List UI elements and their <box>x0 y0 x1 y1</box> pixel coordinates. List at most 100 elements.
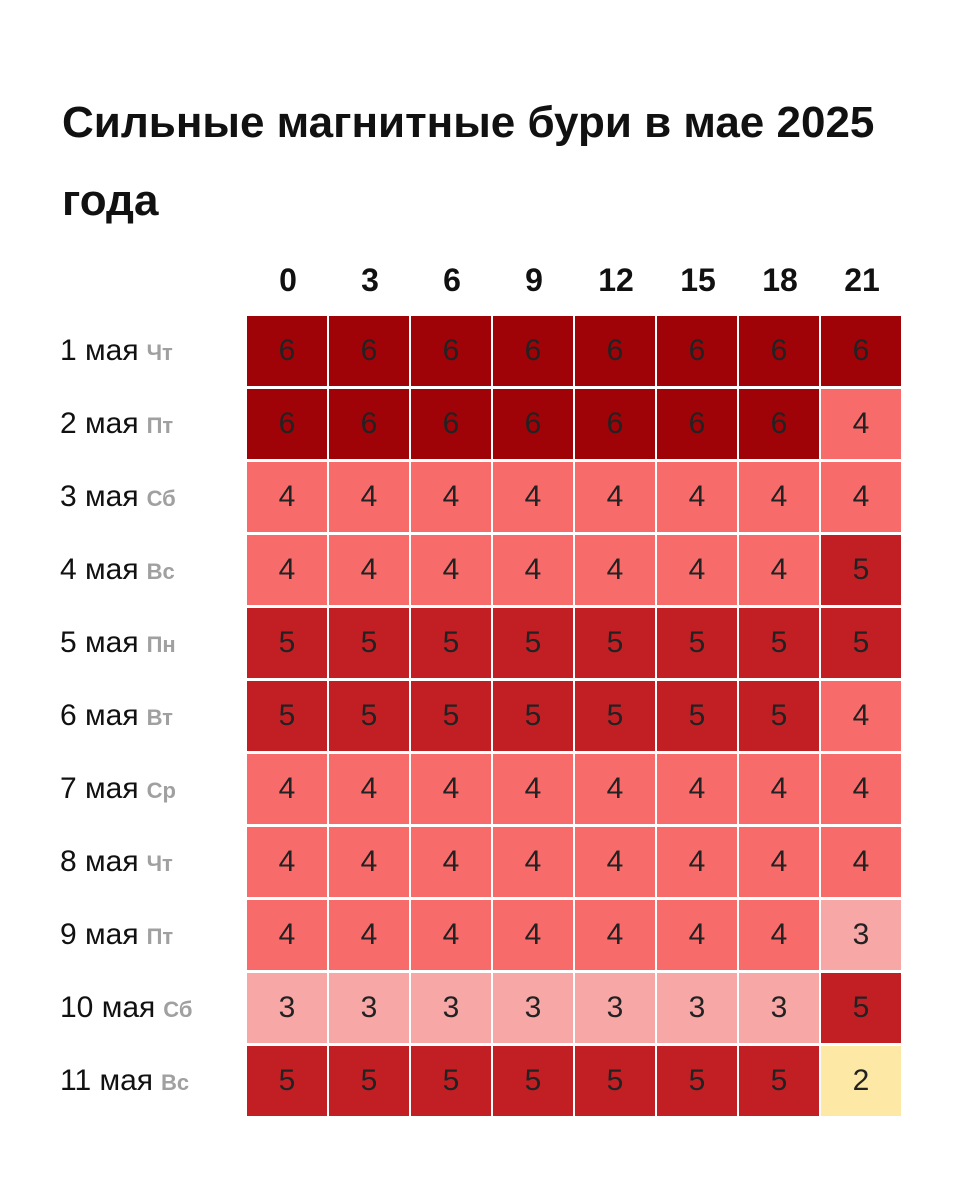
heatmap-cell: 5 <box>247 681 327 751</box>
heatmap-cell: 6 <box>493 389 573 459</box>
heatmap-cell: 3 <box>247 973 327 1043</box>
heatmap-cell: 5 <box>821 608 901 678</box>
row-date: 3 мая <box>60 480 139 513</box>
column-header: 18 <box>762 262 798 298</box>
heatmap-cell: 6 <box>247 316 327 386</box>
heatmap-cell: 4 <box>657 754 737 824</box>
heatmap-cell: 5 <box>329 1046 409 1116</box>
heatmap-cell: 3 <box>657 973 737 1043</box>
column-header: 15 <box>680 262 716 298</box>
heatmap-cell: 6 <box>411 316 491 386</box>
heatmap-cell: 6 <box>575 389 655 459</box>
heatmap-cell: 4 <box>247 827 327 897</box>
heatmap-cell: 4 <box>821 462 901 532</box>
heatmap-cell: 3 <box>329 973 409 1043</box>
row-date: 7 мая <box>60 772 139 805</box>
heatmap-cell: 5 <box>247 608 327 678</box>
heatmap-cell: 6 <box>657 316 737 386</box>
heatmap-cell: 4 <box>739 535 819 605</box>
heatmap-cell: 4 <box>493 900 573 970</box>
heatmap-cell: 6 <box>821 316 901 386</box>
heatmap-cell: 5 <box>247 1046 327 1116</box>
column-header: 6 <box>443 262 461 298</box>
heatmap-cell: 4 <box>411 535 491 605</box>
heatmap-cell: 4 <box>247 535 327 605</box>
heatmap-cell: 4 <box>575 754 655 824</box>
heatmap-cell: 4 <box>739 462 819 532</box>
row-date: 1 мая <box>60 334 139 367</box>
heatmap-cell: 4 <box>739 827 819 897</box>
heatmap-cell: 5 <box>411 1046 491 1116</box>
chart-title: Сильные магнитные бури в мае 2025 года <box>62 98 875 225</box>
row-weekday: Сб <box>163 997 193 1022</box>
heatmap-cell: 4 <box>329 462 409 532</box>
heatmap-cell: 6 <box>739 389 819 459</box>
heatmap-cell: 6 <box>739 316 819 386</box>
row-weekday: Пн <box>146 632 176 657</box>
row-date: 5 мая <box>60 626 139 659</box>
heatmap-cell: 6 <box>329 316 409 386</box>
heatmap-cell: 5 <box>821 973 901 1043</box>
heatmap-cell: 2 <box>821 1046 901 1116</box>
heatmap-cell: 4 <box>329 900 409 970</box>
row-label: 10 мая Сб <box>60 973 192 1043</box>
row-weekday: Чт <box>146 851 173 876</box>
column-header: 0 <box>279 262 297 298</box>
heatmap-cell: 5 <box>329 608 409 678</box>
row-date: 2 мая <box>60 407 139 440</box>
row-date: 6 мая <box>60 699 139 732</box>
column-header: 9 <box>525 262 543 298</box>
row-label: 11 мая Вс <box>60 1046 189 1116</box>
heatmap-cell: 4 <box>247 754 327 824</box>
row-date: 9 мая <box>60 918 139 951</box>
heatmap-cell: 6 <box>493 316 573 386</box>
heatmap-cell: 4 <box>821 827 901 897</box>
row-label: 3 мая Сб <box>60 462 176 532</box>
heatmap-cell: 5 <box>739 1046 819 1116</box>
heatmap-cell: 5 <box>657 1046 737 1116</box>
column-header: 3 <box>361 262 379 298</box>
heatmap-cell: 4 <box>493 462 573 532</box>
heatmap-cell: 5 <box>493 1046 573 1116</box>
heatmap-cell: 6 <box>247 389 327 459</box>
heatmap-cell: 3 <box>575 973 655 1043</box>
row-weekday: Вт <box>146 705 173 730</box>
row-date: 4 мая <box>60 553 139 586</box>
heatmap-cell: 4 <box>247 462 327 532</box>
heatmap-cell: 5 <box>739 681 819 751</box>
row-date: 8 мая <box>60 845 139 878</box>
row-label: 4 мая Вс <box>60 535 175 605</box>
heatmap-cell: 6 <box>329 389 409 459</box>
row-label: 5 мая Пн <box>60 608 176 678</box>
heatmap-cell: 4 <box>411 754 491 824</box>
heatmap-cell: 5 <box>821 535 901 605</box>
heatmap-cell: 4 <box>657 535 737 605</box>
row-label: 9 мая Пт <box>60 900 173 970</box>
heatmap-cell: 4 <box>247 900 327 970</box>
heatmap-cell: 6 <box>575 316 655 386</box>
row-weekday: Пт <box>146 924 174 949</box>
heatmap-cell: 4 <box>411 827 491 897</box>
heatmap-cell: 5 <box>493 608 573 678</box>
row-label: 2 мая Пт <box>60 389 173 459</box>
heatmap-cell: 3 <box>739 973 819 1043</box>
heatmap-cell: 3 <box>411 973 491 1043</box>
row-label: 8 мая Чт <box>60 827 173 897</box>
row-weekday: Ср <box>146 778 176 803</box>
column-header: 21 <box>844 262 880 298</box>
heatmap-cell: 6 <box>411 389 491 459</box>
heatmap-cell: 4 <box>575 535 655 605</box>
column-header: 12 <box>598 262 634 298</box>
row-weekday: Вс <box>146 559 175 584</box>
heatmap-cell: 4 <box>739 900 819 970</box>
heatmap-cell: 4 <box>821 389 901 459</box>
heatmap-cell: 4 <box>493 754 573 824</box>
row-date: 11 мая <box>60 1064 154 1097</box>
heatmap-cell: 4 <box>657 827 737 897</box>
heatmap-cell: 5 <box>575 608 655 678</box>
row-weekday: Чт <box>146 340 173 365</box>
heatmap-cell: 5 <box>493 681 573 751</box>
heatmap-cell: 5 <box>575 1046 655 1116</box>
heatmap-cell: 5 <box>575 681 655 751</box>
heatmap-cell: 5 <box>739 608 819 678</box>
